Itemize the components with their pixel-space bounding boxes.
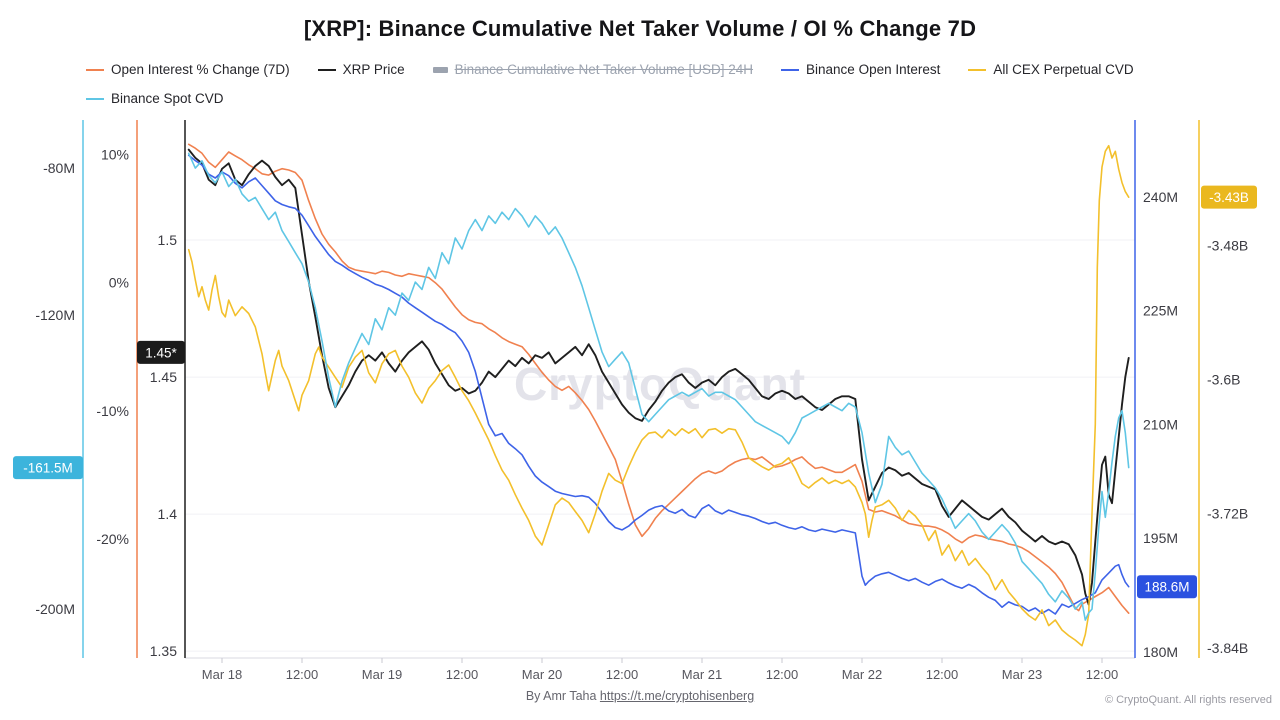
cryptoquant-watermark: CryptoQuant — [514, 358, 806, 410]
x-tick-label: Mar 22 — [842, 667, 882, 682]
axis-tick-label-open_interest: 225M — [1143, 303, 1178, 319]
page-title: [XRP]: Binance Cumulative Net Taker Volu… — [303, 16, 977, 41]
copyright-text: © CryptoQuant. All rights reserved — [1104, 694, 1272, 706]
axis-tick-label-open_interest: 180M — [1143, 644, 1178, 660]
byline-text: By Amr Taha — [525, 689, 600, 703]
axis-tick-label-open_interest: 240M — [1143, 189, 1178, 205]
x-tick-label: Mar 18 — [202, 667, 242, 682]
axis-tick-label-open_interest: 210M — [1143, 416, 1178, 432]
x-tick-label: Mar 19 — [362, 667, 402, 682]
legend-item-label: Binance Open Interest — [806, 62, 941, 77]
axis-tick-label-perp_cvd: -3.84B — [1207, 640, 1248, 656]
series-line-perp_cvd — [187, 144, 1130, 647]
axis-tick-label-oi_pct: 10% — [101, 147, 129, 163]
axis-tick-label-open_interest: 195M — [1143, 530, 1178, 546]
legend-item-label: XRP Price — [342, 62, 405, 77]
legend-item-label: Binance Spot CVD — [111, 91, 224, 106]
axis-tick-label-price: 1.4 — [158, 506, 178, 522]
axis-value-badge-open_interest — [1137, 575, 1197, 599]
x-tick-label: 12:00 — [286, 667, 319, 682]
legend-swatch-icon — [86, 97, 104, 100]
axis-tick-label-perp_cvd: -3.72B — [1207, 506, 1248, 522]
x-tick-label: 12:00 — [1086, 667, 1119, 682]
legend-item-all-cex-perpetual-cvd[interactable]: All CEX Perpetual CVD — [968, 62, 1134, 77]
legend-swatch-icon — [781, 68, 800, 71]
x-tick-label: 12:00 — [926, 667, 959, 682]
legend-item-open-interest-change-7d[interactable]: Open Interest % Change (7D) — [86, 62, 290, 77]
series-line-oi_pct — [187, 143, 1130, 615]
axis-tick-label-spot_cvd: -200M — [35, 601, 75, 617]
axis-tick-label-price: 1.5 — [158, 232, 178, 248]
axis-value-badge-label-price: 1.45* — [145, 345, 177, 360]
series-line-price — [187, 148, 1130, 606]
legend-swatch-icon — [317, 68, 336, 71]
series-line-spot_cvd — [187, 152, 1130, 621]
axis-tick-label-spot_cvd: -80M — [43, 160, 75, 176]
axis-value-badge-price — [137, 340, 185, 364]
axis-value-badge-label-spot_cvd: -161.5M — [23, 461, 73, 476]
axis-value-badge-perp_cvd — [1201, 185, 1257, 209]
legend-item-binance-spot-cvd[interactable]: Binance Spot CVD — [86, 91, 224, 106]
x-tick-label: 12:00 — [606, 667, 639, 682]
legend-item-label: Binance Cumulative Net Taker Volume [USD… — [454, 62, 754, 77]
x-tick-label: Mar 20 — [522, 667, 562, 682]
axis-tick-label-price: 1.45 — [150, 369, 177, 385]
x-tick-label: Mar 21 — [682, 667, 722, 682]
legend-swatch-icon — [86, 68, 104, 71]
legend-item-binance-open-interest[interactable]: Binance Open Interest — [781, 62, 940, 77]
legend-item-label: All CEX Perpetual CVD — [993, 62, 1134, 77]
legend-item-binance-cumulative-net-taker-volume-usd-24h[interactable]: Binance Cumulative Net Taker Volume [USD… — [432, 62, 754, 77]
legend-swatch-icon — [432, 66, 448, 73]
x-tick-label: Mar 23 — [1002, 667, 1042, 682]
byline-link[interactable]: https://t.me/cryptohisenberg — [599, 689, 755, 703]
x-tick-label: 12:00 — [446, 667, 479, 682]
series-line-open_interest — [187, 154, 1130, 615]
x-tick-label: 12:00 — [766, 667, 799, 682]
byline: By Amr Taha https://t.me/cryptohisenberg — [0, 689, 1280, 703]
axis-tick-label-oi_pct: 0% — [109, 275, 129, 291]
legend-item-label: Open Interest % Change (7D) — [111, 62, 290, 77]
axis-value-badge-label-open_interest: 188.6M — [1144, 580, 1189, 595]
legend-item-xrp-price[interactable]: XRP Price — [317, 62, 405, 77]
axis-value-badge-spot_cvd — [13, 456, 83, 480]
axis-tick-label-price: 1.35 — [150, 643, 177, 659]
axis-tick-label-spot_cvd: -120M — [35, 307, 75, 323]
chart-legend: Open Interest % Change (7D) XRP Price Bina… — [86, 62, 1226, 106]
legend-swatch-icon — [968, 68, 987, 71]
axis-tick-label-oi_pct: -10% — [96, 403, 129, 419]
axis-tick-label-oi_pct: -20% — [96, 531, 129, 547]
axis-value-badge-label-perp_cvd: -3.43B — [1209, 190, 1249, 205]
axis-tick-label-perp_cvd: -3.48B — [1207, 237, 1248, 253]
axis-tick-label-perp_cvd: -3.6B — [1207, 371, 1240, 387]
